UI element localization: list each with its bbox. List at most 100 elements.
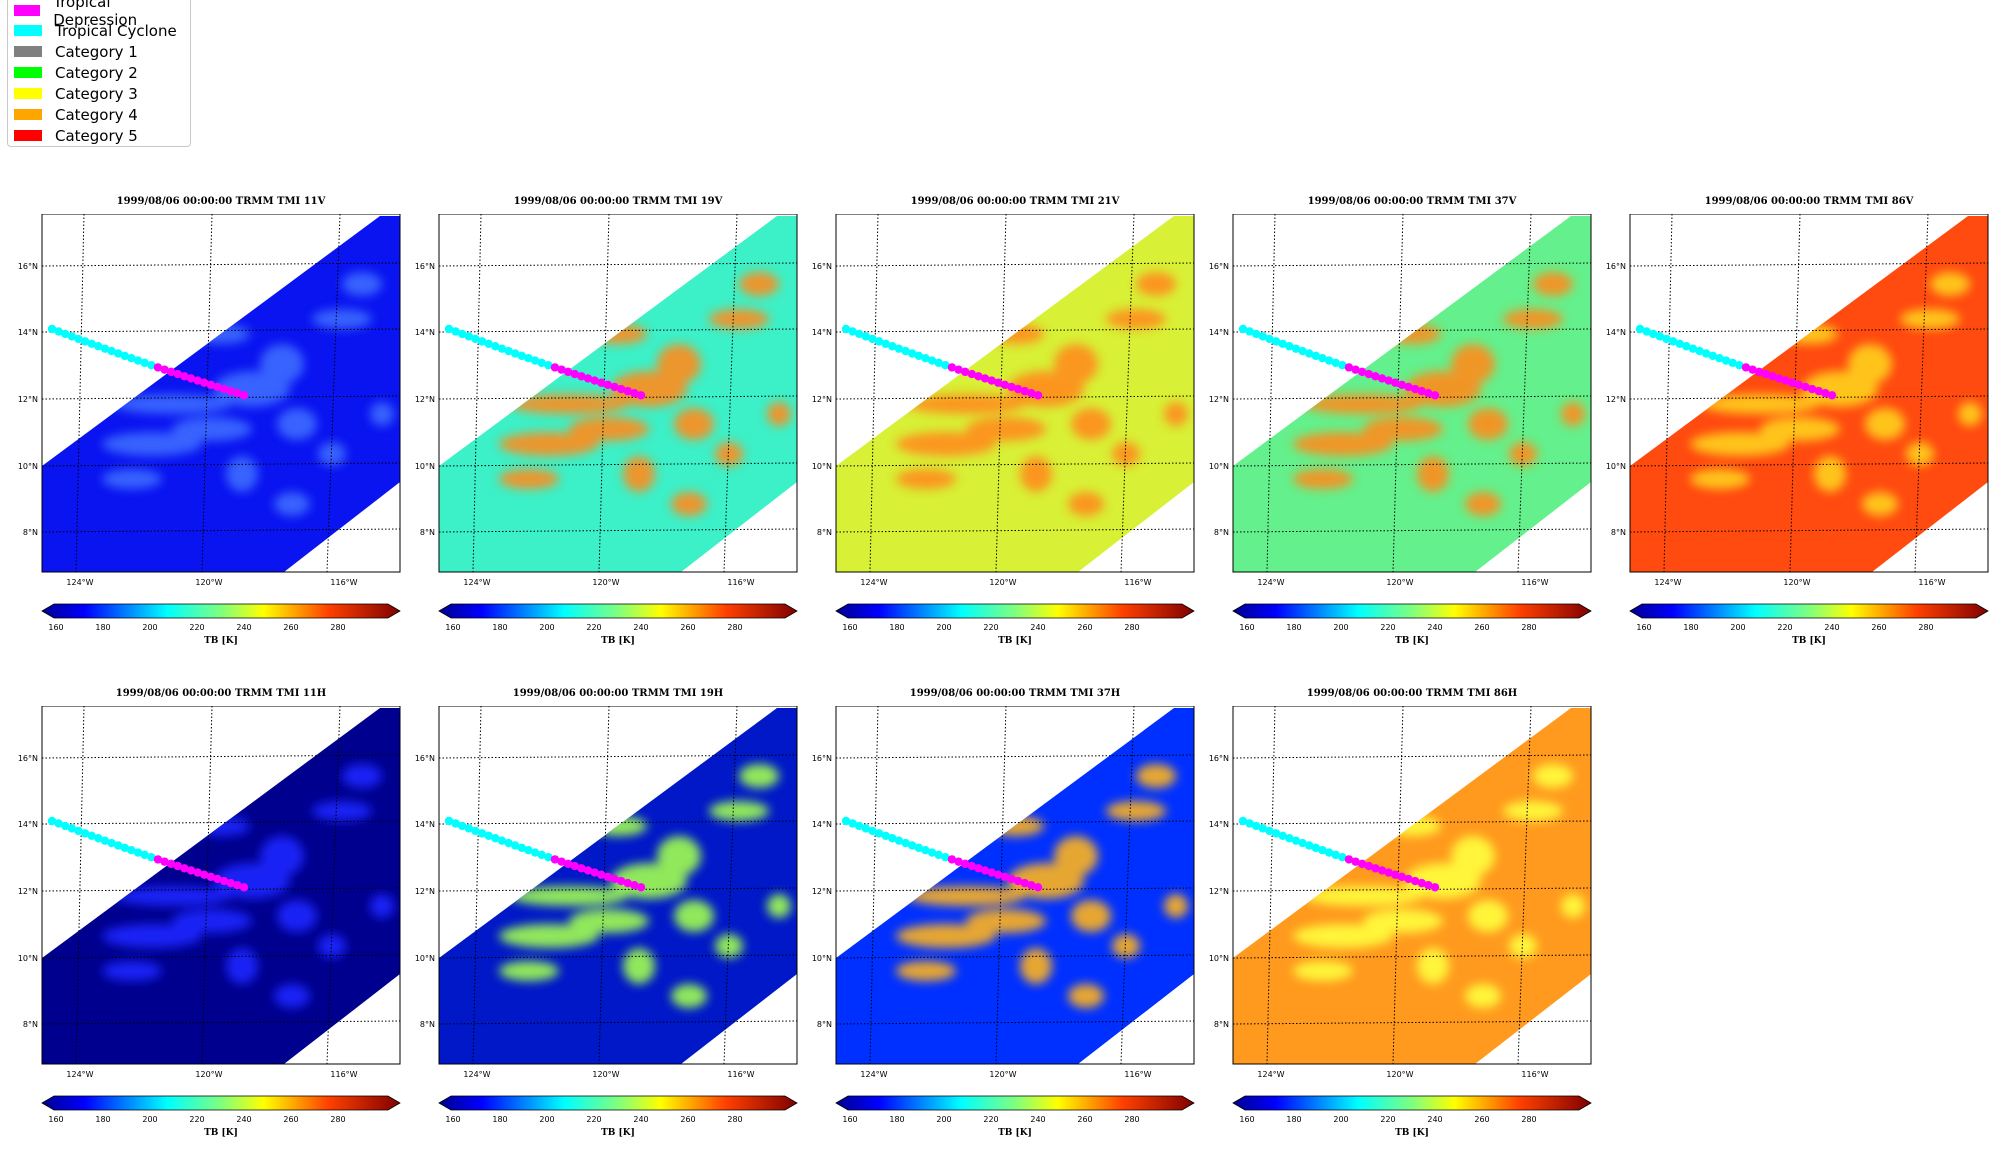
graticule: [1629, 214, 1989, 573]
storm-position-marker: [484, 831, 493, 841]
colorbar-tick-label: 260: [680, 1115, 695, 1124]
storm-position-marker: [1814, 386, 1823, 396]
map-panel: 1999/08/06 00:00:00 TRMM TMI 19V 16°N 14°N…: [407, 196, 807, 656]
storm-position-marker: [888, 834, 897, 843]
storm-track: [1238, 816, 1440, 892]
storm-position-marker: [927, 356, 937, 365]
latitude-label: 12°N: [415, 395, 435, 404]
colorbar-tick-label: 180: [492, 623, 507, 632]
colorbar-tick-label: 180: [492, 1115, 507, 1124]
latitude-label: 8°N: [1611, 528, 1626, 537]
colorbar-label: TB [K]: [204, 1128, 238, 1138]
storm-position-marker: [894, 344, 904, 353]
storm-position-marker: [491, 342, 500, 351]
storm-position-marker: [1377, 866, 1387, 875]
storm-position-marker: [530, 356, 540, 365]
map-panel: 1999/08/06 00:00:00 TRMM TMI 19H 16°N 14°N…: [407, 688, 807, 1148]
storm-position-marker: [1278, 831, 1287, 841]
storm-position-marker: [504, 838, 513, 848]
storm-position-marker: [994, 378, 1003, 387]
storm-position-marker: [100, 836, 110, 845]
latitude-label: 16°N: [1606, 262, 1626, 271]
storm-position-marker: [1821, 389, 1830, 398]
latitude-label: 14°N: [415, 820, 435, 829]
storm-position-marker: [563, 367, 573, 377]
storm-position-marker: [1318, 354, 1327, 363]
storm-position-marker: [511, 349, 520, 358]
longitude-label: 120°W: [195, 1070, 222, 1079]
longitude-label: 124°W: [463, 1070, 490, 1079]
storm-position-marker: [1311, 351, 1321, 361]
brightness-temperature-map: 16°N 14°N 12°N 10°N 8°N 124°W 120°W 116°W 160 180…: [415, 214, 798, 646]
convective-cloud-features: [102, 272, 394, 516]
storm-position-marker: [914, 843, 924, 853]
storm-track: [841, 324, 1043, 400]
longitude-label: 120°W: [592, 1070, 619, 1079]
latitude-label: 10°N: [415, 462, 435, 471]
storm-position-marker: [1007, 874, 1016, 884]
storm-position-marker: [954, 365, 963, 374]
storm-position-marker: [1298, 346, 1307, 356]
legend-item-category-2: Category 2: [14, 62, 138, 83]
storm-position-marker: [967, 861, 976, 871]
panel-title: 1999/08/06 00:00:00 TRMM TMI 19V: [513, 196, 723, 207]
storm-position-marker: [153, 855, 163, 864]
storm-position-marker: [610, 874, 619, 884]
convective-cloud-features: [1293, 764, 1585, 1008]
storm-position-marker: [1291, 344, 1301, 353]
storm-position-marker: [577, 864, 586, 873]
storm-position-marker: [941, 852, 950, 862]
longitude-label: 116°W: [330, 1070, 357, 1079]
colorbar-label: TB [K]: [601, 1128, 635, 1138]
storm-track: [444, 324, 646, 400]
storm-position-marker: [1027, 881, 1036, 890]
colorbar: [438, 603, 798, 619]
legend-item-tropical-depression: Tropical Depression: [14, 0, 190, 29]
storm-position-marker: [471, 826, 480, 836]
longitude-label: 124°W: [66, 1070, 93, 1079]
storm-position-marker: [1278, 339, 1287, 349]
storm-position-marker: [107, 346, 116, 356]
storm-position-marker: [861, 332, 871, 341]
storm-position-marker: [974, 372, 983, 381]
latitude-label: 12°N: [812, 887, 832, 896]
panel-title: 1999/08/06 00:00:00 TRMM TMI 19H: [512, 688, 724, 699]
storm-position-marker: [557, 857, 566, 866]
storm-position-marker: [1801, 382, 1810, 392]
storm-position-marker: [630, 881, 639, 890]
colorbar-tick-label: 240: [1427, 1115, 1442, 1124]
longitude-label: 116°W: [727, 1070, 754, 1079]
storm-position-marker: [1245, 327, 1254, 336]
storm-position-marker: [1384, 376, 1393, 385]
storm-position-marker: [1351, 365, 1360, 374]
storm-track: [47, 816, 249, 892]
storm-position-marker: [563, 859, 573, 869]
storm-position-marker: [874, 337, 884, 346]
storm-position-marker: [1285, 342, 1294, 351]
colorbar-label: TB [K]: [1395, 636, 1429, 646]
storm-position-marker: [100, 344, 110, 353]
storm-position-marker: [1020, 386, 1029, 396]
storm-position-marker: [1754, 367, 1764, 377]
brightness-temperature-map: 16°N 14°N 12°N 10°N 8°N 124°W 120°W 116°W 160 180…: [812, 706, 1195, 1138]
storm-position-marker: [233, 881, 242, 890]
storm-position-marker: [1768, 372, 1777, 381]
latitude-label: 14°N: [1606, 328, 1626, 337]
legend-label: Category 2: [55, 63, 138, 82]
colorbar-tick-label: 260: [1871, 623, 1886, 632]
storm-position-marker: [901, 346, 910, 356]
colorbar-tick-label: 180: [95, 1115, 110, 1124]
storm-position-marker: [1397, 872, 1407, 882]
storm-position-marker: [504, 346, 513, 356]
storm-position-marker: [67, 332, 77, 341]
storm-position-marker: [583, 866, 593, 875]
colorbar-tick-label: 180: [1286, 1115, 1301, 1124]
legend-swatch: [14, 109, 42, 120]
storm-position-marker: [200, 378, 209, 387]
brightness-temperature-map: 16°N 14°N 12°N 10°N 8°N 124°W 120°W 116°W 160 180…: [415, 706, 798, 1138]
storm-position-marker: [1728, 358, 1737, 368]
colorbar-tick-label: 240: [1030, 623, 1045, 632]
storm-position-marker: [1265, 334, 1274, 344]
colorbar-tick-label: 200: [936, 623, 951, 632]
storm-position-marker: [173, 369, 182, 379]
